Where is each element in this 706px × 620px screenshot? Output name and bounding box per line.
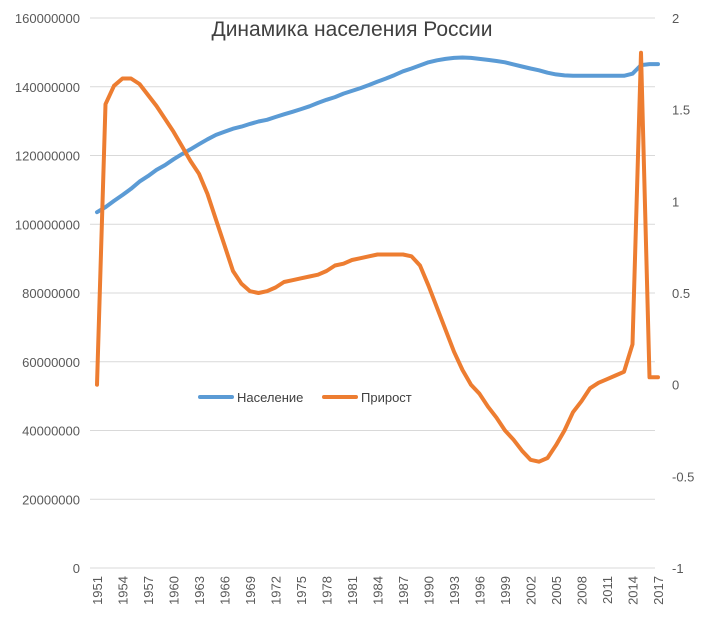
right-tick-label: 1 (672, 194, 679, 209)
left-tick-label: 20000000 (22, 492, 80, 507)
x-tick-label: 1951 (90, 576, 105, 605)
left-tick-label: 160000000 (15, 11, 80, 26)
gridlines (90, 17, 655, 569)
x-tick-label: 1993 (447, 576, 462, 605)
chart-title: Динамика населения России (211, 18, 492, 41)
right-tick-label: 0 (672, 378, 679, 393)
left-tick-label: 120000000 (15, 149, 80, 164)
x-tick-label: 1990 (422, 576, 437, 605)
right-tick-label: 2 (672, 11, 679, 26)
x-tick-label: 1969 (243, 576, 258, 605)
x-tick-label: 2008 (575, 576, 590, 605)
x-tick-label: 2011 (600, 576, 615, 604)
x-tick-label: 1978 (320, 576, 335, 605)
x-tick-label: 1999 (498, 576, 513, 605)
left-axis-ticks: 0 20000000 40000000 60000000 80000000 1000000… (15, 11, 80, 576)
left-tick-label: 0 (73, 561, 80, 576)
x-tick-label: 1972 (269, 576, 284, 605)
x-tick-label: 1957 (141, 576, 156, 605)
x-tick-label: 2005 (549, 576, 564, 605)
series-line-population (95, 55, 660, 215)
x-tick-label: 2017 (651, 576, 666, 605)
x-tick-label: 2014 (626, 576, 641, 605)
x-tick-label: 1984 (371, 576, 386, 605)
x-tick-label: 1975 (294, 576, 309, 605)
right-tick-label: 0.5 (672, 286, 690, 301)
x-tick-label: 1960 (167, 576, 182, 605)
x-tick-label: 1981 (345, 576, 360, 605)
right-tick-label: -0.5 (672, 469, 694, 484)
x-tick-label: 1996 (473, 576, 488, 605)
x-axis-ticks: 1951 1954 1957 1960 1963 1966 1969 1972 1975 1978… (90, 576, 666, 605)
right-tick-label: -1 (672, 561, 684, 576)
left-tick-label: 100000000 (15, 217, 80, 232)
x-tick-label: 1954 (116, 576, 131, 605)
left-tick-label: 40000000 (22, 424, 80, 439)
series-line-growth (95, 50, 660, 464)
x-tick-label: 1963 (192, 576, 207, 605)
series-lines (95, 50, 660, 464)
x-tick-label: 1987 (396, 576, 411, 605)
right-axis-ticks: -1 -0.5 0 0.5 1 1.5 2 (672, 11, 694, 576)
left-tick-label: 60000000 (22, 355, 80, 370)
legend-label-growth: Прирост (361, 390, 412, 405)
legend: Население Прирост (198, 390, 412, 405)
x-tick-label: 2002 (524, 576, 539, 605)
x-tick-label: 1966 (218, 576, 233, 605)
left-tick-label: 140000000 (15, 80, 80, 95)
right-tick-label: 1.5 (672, 103, 690, 118)
legend-label-population: Население (237, 390, 303, 405)
left-tick-label: 80000000 (22, 286, 80, 301)
